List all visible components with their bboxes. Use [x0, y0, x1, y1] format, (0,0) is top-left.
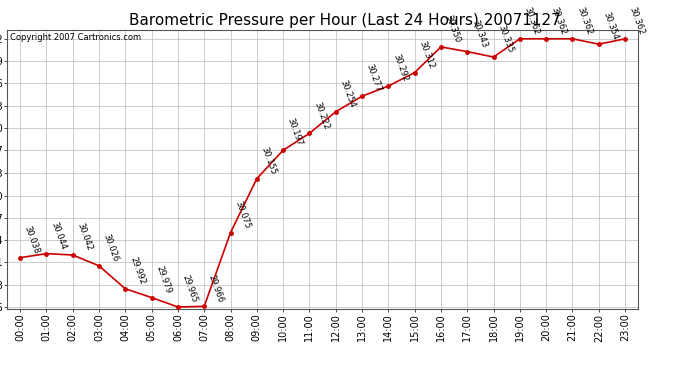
Text: 30.197: 30.197 [286, 117, 304, 147]
Text: 30.350: 30.350 [444, 13, 462, 44]
Text: 30.044: 30.044 [49, 220, 68, 251]
Text: 30.075: 30.075 [233, 200, 252, 230]
Text: 30.254: 30.254 [339, 79, 357, 109]
Text: 30.343: 30.343 [470, 18, 489, 49]
Text: 30.354: 30.354 [602, 11, 620, 41]
Text: 30.038: 30.038 [23, 224, 41, 255]
Text: Barometric Pressure per Hour (Last 24 Hours) 20071127: Barometric Pressure per Hour (Last 24 Ho… [129, 13, 561, 28]
Text: 30.362: 30.362 [549, 6, 567, 36]
Text: 29.992: 29.992 [128, 256, 146, 286]
Text: 30.222: 30.222 [312, 100, 331, 130]
Text: 30.312: 30.312 [417, 39, 436, 70]
Text: 30.335: 30.335 [496, 24, 515, 54]
Text: 29.966: 29.966 [207, 273, 226, 303]
Text: 30.026: 30.026 [101, 232, 120, 263]
Text: 29.965: 29.965 [181, 274, 199, 304]
Text: 30.155: 30.155 [259, 146, 278, 176]
Text: 30.292: 30.292 [391, 53, 409, 83]
Text: 30.362: 30.362 [522, 6, 541, 36]
Text: 30.277: 30.277 [365, 63, 383, 93]
Text: 30.042: 30.042 [75, 222, 94, 252]
Text: 30.362: 30.362 [575, 6, 593, 36]
Text: Copyright 2007 Cartronics.com: Copyright 2007 Cartronics.com [10, 33, 141, 42]
Text: 29.979: 29.979 [155, 264, 172, 295]
Text: 30.362: 30.362 [628, 6, 647, 36]
